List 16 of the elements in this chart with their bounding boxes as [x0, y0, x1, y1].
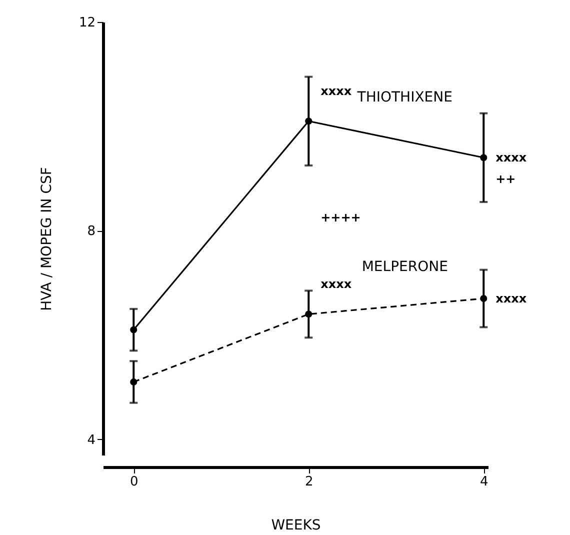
data-label: xxxx — [320, 84, 352, 98]
series-label: MELPERONE — [362, 259, 448, 276]
y-tick-label: 4 — [87, 432, 96, 448]
x-tick-label: 2 — [304, 474, 314, 490]
series-label: THIOTHIXENE — [356, 90, 452, 106]
data-label: xxxx — [496, 150, 527, 165]
data-label: xxxx — [496, 291, 527, 306]
annotation: ++++ — [320, 210, 361, 225]
data-label: xxxx — [320, 276, 352, 291]
x-tick-label: 4 — [480, 474, 488, 490]
x-tick-label: 0 — [130, 474, 138, 490]
text: ++ — [496, 172, 516, 186]
y-axis-title: HVA / MOPEG IN CSF — [38, 167, 55, 311]
y-tick-label: 8 — [87, 224, 96, 240]
x-axis-title: WEEKS — [271, 518, 321, 534]
y-tick-label: 12 — [78, 16, 96, 30]
